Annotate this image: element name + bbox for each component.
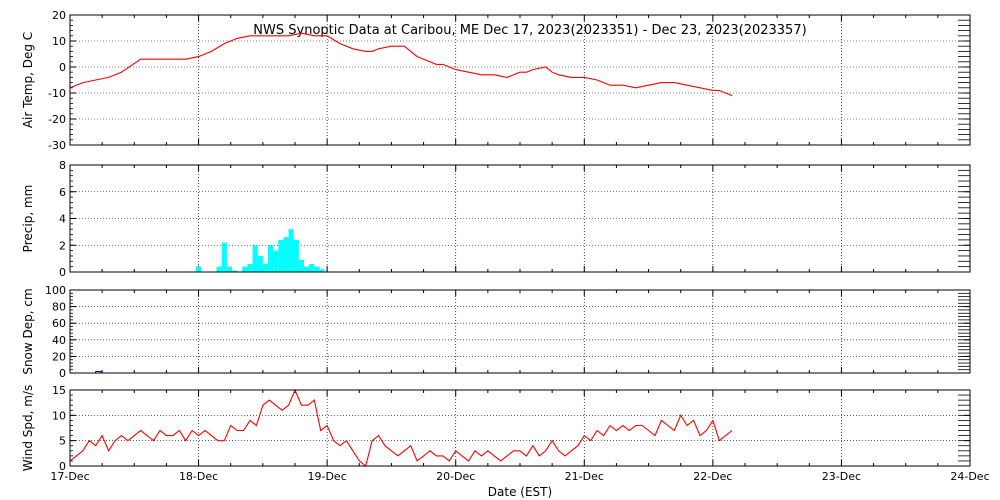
y-tick-label: 15 bbox=[52, 384, 66, 397]
y-axis-label: Precip, mm bbox=[21, 185, 35, 253]
bar bbox=[232, 270, 238, 272]
bar bbox=[309, 263, 315, 272]
series-line bbox=[69, 32, 733, 97]
bar bbox=[226, 266, 232, 272]
bar bbox=[247, 263, 253, 272]
y-tick-label: 8 bbox=[59, 159, 66, 172]
y-tick-label: 2 bbox=[59, 239, 66, 252]
y-tick-label: 80 bbox=[52, 301, 66, 314]
y-tick-label: 20 bbox=[52, 350, 66, 363]
x-tick-label: 19-Dec bbox=[308, 470, 347, 483]
y-tick-label: 40 bbox=[52, 334, 66, 347]
bar bbox=[278, 239, 284, 272]
bar bbox=[314, 266, 320, 272]
x-tick-label: 24-Dec bbox=[950, 470, 989, 483]
y-tick-label: 10 bbox=[52, 409, 66, 422]
bar bbox=[221, 242, 227, 272]
panel-2: 100 80 60 40 20 0 Snow Dep, cm bbox=[21, 284, 971, 380]
y-axis-label: Snow Dep, cm bbox=[21, 288, 35, 374]
plot-frame bbox=[69, 289, 971, 374]
bar bbox=[293, 239, 299, 272]
bar bbox=[196, 266, 202, 272]
bar bbox=[283, 237, 289, 272]
y-tick-label: 0 bbox=[59, 61, 66, 74]
bar bbox=[273, 250, 279, 272]
panel-0: 20 10 0 -10 -20 -30 Air Temp, Deg C bbox=[21, 9, 971, 152]
chart-title: NWS Synoptic Data at Caribou, ME Dec 17,… bbox=[253, 23, 806, 38]
y-tick-label: 4 bbox=[59, 213, 66, 226]
plot-frame bbox=[69, 389, 971, 467]
y-tick-label: -20 bbox=[48, 113, 66, 126]
bar bbox=[262, 263, 268, 272]
bar bbox=[242, 266, 248, 272]
y-tick-label: -30 bbox=[48, 139, 66, 152]
panel-1: 8 6 4 2 0 Precip, mm bbox=[21, 159, 971, 279]
bar bbox=[257, 255, 263, 272]
y-tick-label: 6 bbox=[59, 186, 66, 199]
bar bbox=[216, 266, 222, 272]
x-tick-label: 20-Dec bbox=[436, 470, 475, 483]
y-tick-label: 0 bbox=[59, 367, 66, 380]
y-tick-label: 60 bbox=[52, 317, 66, 330]
bar bbox=[319, 269, 325, 272]
bar bbox=[304, 266, 310, 272]
x-tick-label: 23-Dec bbox=[822, 470, 861, 483]
x-tick-label: 17-Dec bbox=[50, 470, 89, 483]
x-tick-label: 22-Dec bbox=[693, 470, 732, 483]
series-line bbox=[69, 388, 733, 467]
x-tick-label: 21-Dec bbox=[565, 470, 604, 483]
panel-3: 15 10 5 0 Wind Spd, m/s bbox=[21, 384, 971, 473]
y-tick-label: 0 bbox=[59, 266, 66, 279]
y-tick-label: 0 bbox=[59, 460, 66, 473]
y-tick-label: 10 bbox=[52, 35, 66, 48]
x-axis-label: Date (EST) bbox=[488, 485, 552, 499]
plot-frame bbox=[69, 14, 971, 146]
plot-frame bbox=[69, 164, 971, 273]
y-tick-label: 5 bbox=[59, 435, 66, 448]
bar bbox=[298, 259, 304, 272]
y-axis-label: Air Temp, Deg C bbox=[21, 32, 35, 128]
y-axis-label: Wind Spd, m/s bbox=[21, 385, 35, 471]
y-tick-label: 20 bbox=[52, 9, 66, 22]
y-tick-label: 100 bbox=[45, 284, 66, 297]
bar bbox=[252, 245, 258, 272]
bar bbox=[268, 245, 274, 272]
bar bbox=[288, 229, 294, 272]
x-tick-label: 18-Dec bbox=[179, 470, 218, 483]
y-tick-label: -10 bbox=[48, 87, 66, 100]
